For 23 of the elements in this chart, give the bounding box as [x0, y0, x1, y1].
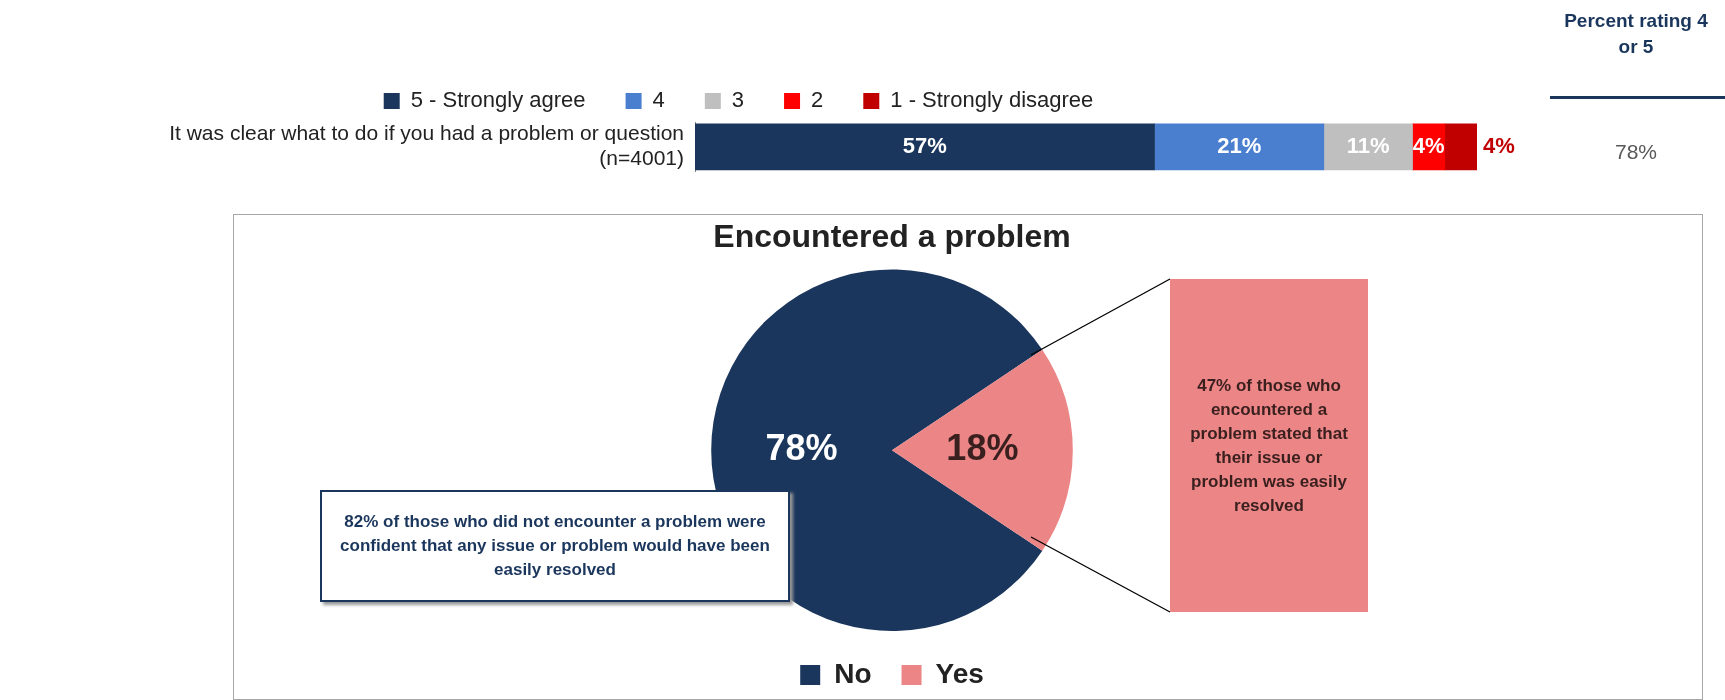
legend-label: 4 — [652, 87, 665, 113]
text: 82% of those who did not encounter a problem were confident that any issue or problem would have been easily resolved — [320, 490, 790, 602]
chart-title: Encountered a problem — [713, 218, 1071, 255]
text: 47% of those who encountered a problem stated that their issue or problem was easily resolved — [1170, 279, 1368, 612]
legend-label: 3 — [731, 87, 745, 113]
data-label: 18% — [946, 427, 1019, 469]
legend-label: 5 - Strongly agree — [410, 87, 586, 113]
legend-label: No — [834, 657, 872, 689]
data-label: 4% — [1412, 132, 1445, 158]
data-label: 4% — [1483, 132, 1515, 158]
data-label: 11% — [1346, 132, 1390, 158]
legend-label: 2 — [811, 87, 824, 113]
text: 78% — [1614, 140, 1658, 164]
bar — [1154, 123, 1325, 171]
bar — [1444, 123, 1477, 171]
data-label: 57% — [902, 132, 947, 158]
data-label: 78% — [765, 427, 838, 469]
y-tick-label: It was clear what to do if you had a problem or question (n=4001) — [169, 121, 684, 170]
text: Percent rating 4 or 5 — [1563, 9, 1709, 59]
data-label: 21% — [1217, 132, 1262, 158]
legend-label: 1 - Strongly disagree — [890, 87, 1094, 113]
bar — [695, 123, 1155, 171]
legend-label: Yes — [935, 657, 984, 689]
